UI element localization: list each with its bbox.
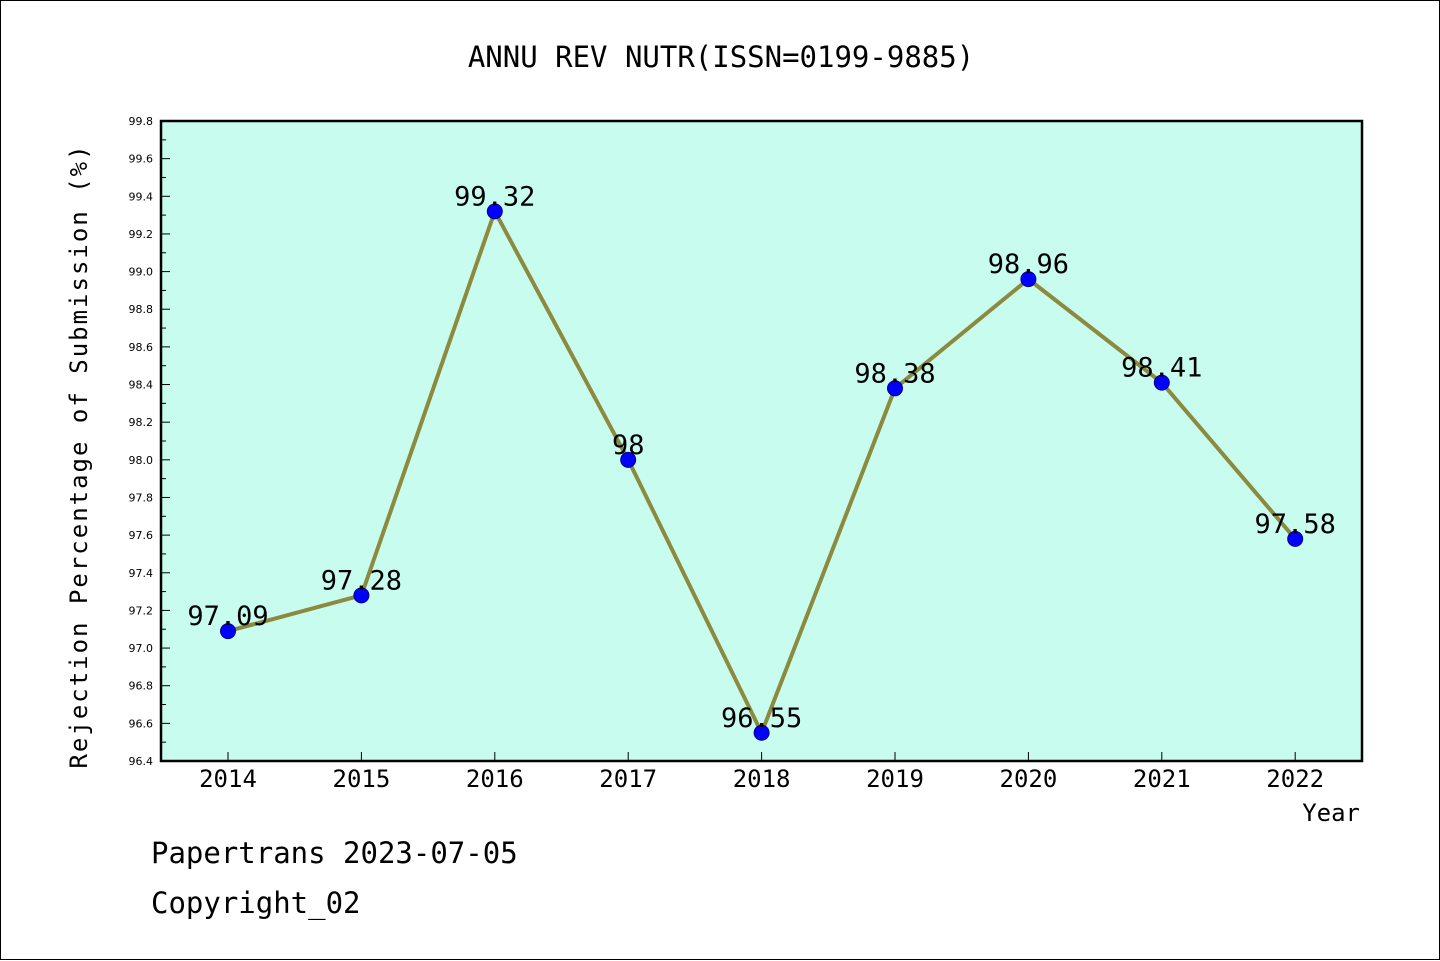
y-tick-label: 99.4 xyxy=(129,190,154,203)
data-label: 98.38 xyxy=(854,358,935,389)
y-tick-label: 99.0 xyxy=(129,266,154,279)
data-point xyxy=(1020,271,1037,288)
data-label: 98.41 xyxy=(1121,353,1202,384)
y-tick-label: 96.4 xyxy=(129,755,154,768)
x-tick-label: 2016 xyxy=(466,765,524,793)
chart-title: ANNU REV NUTR(ISSN=0199-9885) xyxy=(468,40,974,74)
data-point xyxy=(353,587,370,604)
y-tick-label: 99.6 xyxy=(129,153,154,166)
y-tick-label: 98.0 xyxy=(129,454,154,467)
y-tick-label: 97.6 xyxy=(129,529,154,542)
data-point xyxy=(620,451,637,468)
data-point xyxy=(887,380,903,397)
y-tick-label: 98.6 xyxy=(129,341,154,354)
footer-copyright-text: Copyright_02 xyxy=(151,886,361,920)
data-label: 97.09 xyxy=(187,601,268,632)
y-axis-label: Rejection Percentage of Submission (%) xyxy=(65,143,93,768)
data-label: 98 xyxy=(612,430,645,461)
x-tick-label: 2021 xyxy=(1133,765,1191,793)
data-label: 96.55 xyxy=(721,703,802,734)
y-tick-label: 99.8 xyxy=(129,115,154,128)
y-tick-label: 97.0 xyxy=(129,642,154,655)
data-label: 99.32 xyxy=(454,181,535,212)
y-tick-label: 96.6 xyxy=(129,717,154,730)
data-point xyxy=(1287,530,1304,547)
plot-frame xyxy=(159,119,1364,763)
y-tick-label: 98.2 xyxy=(129,416,154,429)
x-tick-label: 2019 xyxy=(866,765,924,793)
x-tick-label: 2020 xyxy=(1000,765,1058,793)
y-tick-label: 96.8 xyxy=(129,680,154,693)
y-tick-label: 97.2 xyxy=(129,604,154,617)
data-point xyxy=(1153,374,1170,391)
data-point xyxy=(486,203,503,220)
footer-date-text: Papertrans 2023-07-05 xyxy=(151,836,518,870)
data-label: 98.96 xyxy=(988,249,1069,280)
x-tick-label: 2018 xyxy=(733,765,791,793)
y-tick-label: 99.2 xyxy=(129,228,154,241)
x-tick-label: 2017 xyxy=(599,765,657,793)
x-tick-label: 2015 xyxy=(333,765,391,793)
y-tick-label: 97.4 xyxy=(129,567,154,580)
plot-area xyxy=(161,121,1362,761)
data-label: 97.58 xyxy=(1255,509,1336,540)
x-tick-label: 2014 xyxy=(199,765,257,793)
y-tick-label: 97.8 xyxy=(129,491,154,504)
y-tick-label: 98.8 xyxy=(129,303,154,316)
data-label: 97.28 xyxy=(321,565,402,596)
data-point xyxy=(753,724,770,741)
data-point xyxy=(220,623,236,640)
y-tick-label: 98.4 xyxy=(129,379,154,392)
x-tick-label: 2022 xyxy=(1266,765,1324,793)
x-axis-label: Year xyxy=(1302,799,1360,827)
